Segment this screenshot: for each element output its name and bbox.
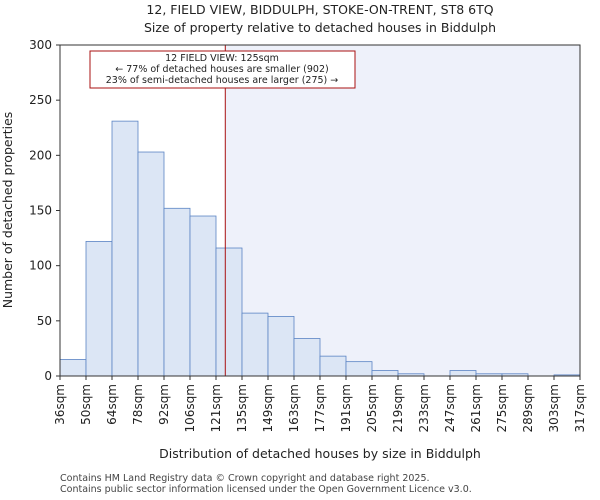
x-tick-label: 36sqm — [53, 384, 67, 425]
x-tick-label: 92sqm — [157, 384, 171, 425]
footer-attribution-2: Contains public sector information licen… — [60, 484, 472, 495]
x-tick-label: 317sqm — [573, 384, 587, 432]
annotation-box: 12 FIELD VIEW: 125sqm ← 77% of detached … — [89, 50, 356, 89]
bar-36sqm — [59, 359, 87, 377]
bars-layer — [59, 120, 581, 377]
y-tick-label: 0 — [44, 369, 52, 383]
x-tick-label: 289sqm — [521, 384, 535, 432]
x-tick-label: 135sqm — [235, 384, 249, 432]
x-tick-label: 106sqm — [183, 384, 197, 432]
bar-205sqm — [371, 370, 399, 377]
x-axis-label: Distribution of detached houses by size … — [159, 446, 481, 461]
x-tick-label: 205sqm — [365, 384, 379, 432]
footer-attribution-1: Contains HM Land Registry data © Crown c… — [60, 473, 430, 484]
annotation-line-3: 23% of semi-detached houses are larger (… — [106, 75, 339, 86]
bar-50sqm — [85, 240, 113, 377]
x-tick-label: 50sqm — [79, 384, 93, 425]
x-tick-label: 64sqm — [105, 384, 119, 425]
bar-177sqm — [319, 355, 347, 377]
x-tick-label: 247sqm — [443, 384, 457, 432]
x-tick-label: 219sqm — [391, 384, 405, 432]
y-tick-label: 150 — [29, 204, 52, 218]
bar-149sqm — [267, 316, 295, 377]
y-tick-label: 200 — [29, 148, 52, 162]
bar-92sqm — [163, 207, 191, 377]
y-axis-label: Number of detached properties — [0, 112, 15, 309]
y-axis: 0 50 100 150 200 250 300 — [29, 38, 60, 383]
x-tick-label: 191sqm — [339, 384, 353, 432]
x-tick-label: 303sqm — [547, 384, 561, 432]
annotation-line-2: ← 77% of detached houses are smaller (90… — [115, 64, 328, 75]
bar-247sqm — [449, 370, 477, 377]
x-tick-label: 163sqm — [287, 384, 301, 432]
chart-title: 12, FIELD VIEW, BIDDULPH, STOKE-ON-TRENT… — [146, 2, 493, 17]
x-tick-label: 121sqm — [209, 384, 223, 432]
x-tick-label: 177sqm — [313, 384, 327, 432]
y-tick-label: 50 — [37, 314, 52, 328]
x-tick-label: 275sqm — [495, 384, 509, 432]
chart-subtitle: Size of property relative to detached ho… — [144, 20, 496, 35]
annotation-line-1: 12 FIELD VIEW: 125sqm — [165, 53, 279, 64]
x-axis: 36sqm 50sqm 64sqm 78sqm 92sqm 106sqm 121sqm 135… — [53, 376, 587, 432]
bar-135sqm — [241, 312, 269, 377]
bar-121sqm — [215, 247, 243, 377]
x-tick-label: 233sqm — [417, 384, 431, 432]
bar-191sqm — [345, 361, 373, 377]
y-tick-label: 250 — [29, 93, 52, 107]
bar-163sqm — [293, 338, 321, 377]
y-tick-label: 300 — [29, 38, 52, 52]
bar-64sqm — [111, 120, 139, 377]
x-tick-label: 149sqm — [261, 384, 275, 432]
bar-106sqm — [189, 215, 217, 377]
x-tick-label: 261sqm — [469, 384, 483, 432]
bar-78sqm — [137, 151, 165, 377]
x-tick-label: 78sqm — [131, 384, 145, 425]
y-tick-label: 100 — [29, 259, 52, 273]
